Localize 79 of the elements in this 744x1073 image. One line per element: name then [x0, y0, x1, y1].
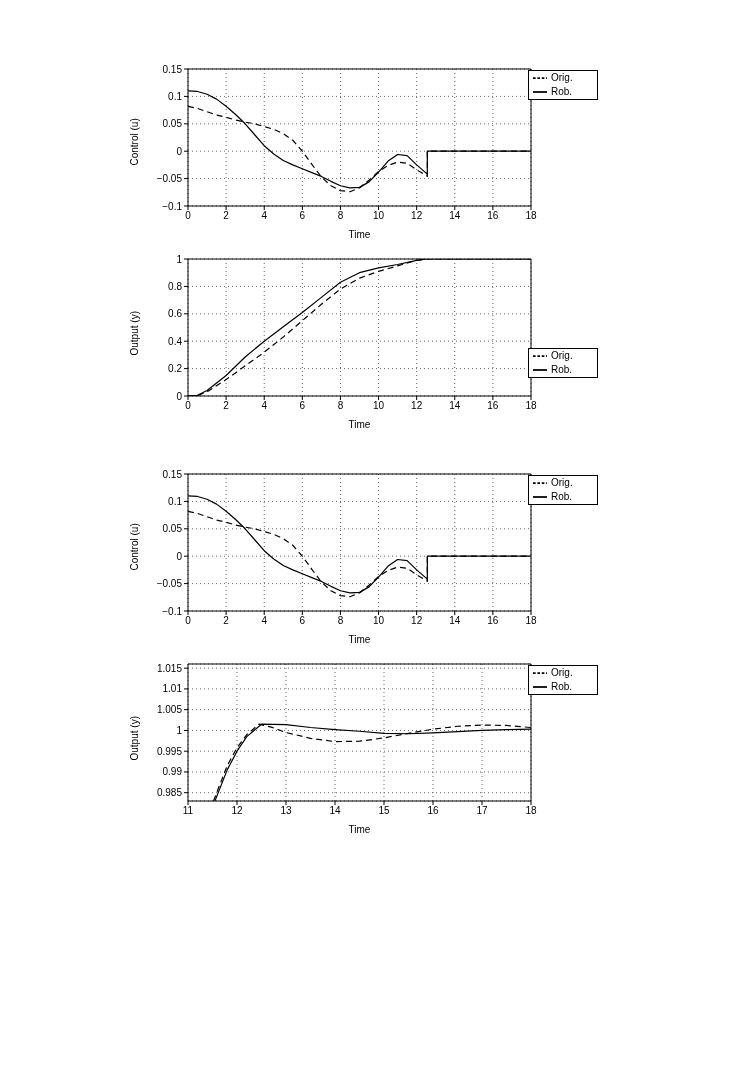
y-tick-label: 0.05 — [162, 523, 183, 535]
y-tick-label: 1 — [176, 253, 183, 265]
legend-label: Rob. — [551, 680, 573, 692]
x-tick-label: 6 — [299, 400, 306, 412]
y-axis-title: Output (y) — [128, 716, 140, 761]
legend-label: Orig. — [551, 476, 573, 488]
x-tick-label: 16 — [487, 615, 499, 627]
x-tick-label: 12 — [231, 805, 243, 817]
y-axis-title: Control (u) — [128, 523, 140, 571]
x-tick-label: 6 — [299, 615, 306, 627]
x-tick-label: 13 — [280, 805, 292, 817]
y-tick-label: 0.1 — [168, 495, 183, 507]
x-axis-title: Time — [348, 634, 371, 645]
x-tick-label: 16 — [487, 210, 499, 222]
x-axis-title: Time — [348, 419, 371, 430]
legend-label: Orig. — [551, 666, 573, 678]
legend-label: Rob. — [551, 490, 573, 502]
y-tick-label: 1.01 — [162, 683, 183, 695]
x-tick-label: 2 — [223, 615, 230, 627]
x-tick-label: 12 — [411, 615, 423, 627]
y-tick-label: 0.4 — [168, 335, 183, 347]
x-tick-label: 17 — [476, 805, 488, 817]
y-tick-label: 0.15 — [162, 63, 183, 75]
x-tick-label: 0 — [185, 615, 192, 627]
x-tick-label: 10 — [372, 210, 385, 222]
x-tick-label: 18 — [525, 805, 537, 817]
x-tick-label: 10 — [372, 400, 385, 412]
y-tick-label: 1.005 — [156, 704, 183, 716]
y-tick-label: −0.05 — [156, 578, 183, 590]
y-tick-label: 0 — [176, 145, 183, 157]
x-tick-label: 14 — [449, 210, 461, 222]
x-tick-label: 8 — [337, 210, 344, 222]
x-tick-label: 0 — [185, 400, 192, 412]
y-tick-label: −0.1 — [162, 200, 183, 212]
y-tick-label: 0.15 — [162, 468, 183, 480]
y-tick-label: 0 — [176, 390, 183, 402]
x-tick-label: 6 — [299, 210, 306, 222]
x-tick-label: 14 — [449, 400, 461, 412]
legend-label: Orig. — [551, 71, 573, 83]
x-tick-label: 18 — [525, 210, 537, 222]
x-tick-label: 2 — [223, 210, 230, 222]
x-tick-label: 18 — [525, 400, 537, 412]
x-tick-label: 14 — [329, 805, 341, 817]
x-tick-label: 8 — [337, 615, 344, 627]
x-tick-label: 2 — [223, 400, 230, 412]
y-tick-label: 0.8 — [168, 280, 183, 292]
y-tick-label: 0 — [176, 550, 183, 562]
x-tick-label: 18 — [525, 615, 537, 627]
legend-label: Orig. — [551, 349, 573, 361]
x-tick-label: 4 — [261, 210, 268, 222]
x-tick-label: 14 — [449, 615, 461, 627]
y-axis-title: Output (y) — [128, 311, 140, 356]
x-tick-label: 15 — [378, 805, 390, 817]
x-tick-label: 10 — [372, 615, 385, 627]
y-tick-label: 1.015 — [156, 662, 183, 674]
y-tick-label: 0.985 — [156, 787, 183, 799]
y-tick-label: 0.99 — [162, 766, 183, 778]
x-tick-label: 16 — [427, 805, 439, 817]
y-tick-label: −0.05 — [156, 173, 183, 185]
y-tick-label: 0.6 — [168, 308, 183, 320]
legend-label: Rob. — [551, 363, 573, 375]
y-tick-label: −0.1 — [162, 605, 183, 617]
y-tick-label: 1 — [176, 724, 183, 736]
x-tick-label: 4 — [261, 615, 268, 627]
x-tick-label: 12 — [411, 400, 423, 412]
x-tick-label: 0 — [185, 210, 192, 222]
y-tick-label: 0.05 — [162, 118, 183, 130]
y-axis-title: Control (u) — [128, 118, 140, 166]
y-tick-label: 0.995 — [156, 745, 183, 757]
x-tick-label: 11 — [182, 805, 194, 817]
y-tick-label: 0.2 — [168, 363, 183, 375]
x-tick-label: 4 — [261, 400, 268, 412]
y-tick-label: 0.1 — [168, 90, 183, 102]
legend-label: Rob. — [551, 85, 573, 97]
x-tick-label: 8 — [337, 400, 344, 412]
x-tick-label: 16 — [487, 400, 499, 412]
x-axis-title: Time — [348, 229, 371, 240]
x-axis-title: Time — [348, 824, 371, 835]
x-tick-label: 12 — [411, 210, 423, 222]
